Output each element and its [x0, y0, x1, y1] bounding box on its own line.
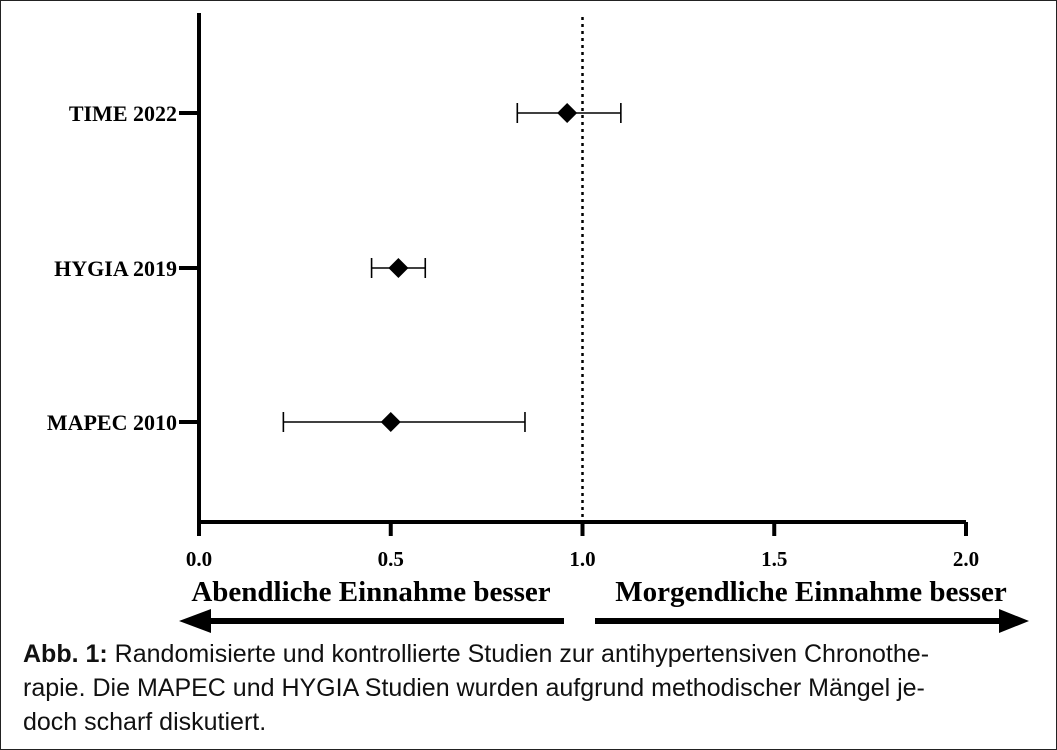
- direction-right-label: Morgendliche Einnahme besser: [615, 576, 1007, 608]
- caption-line-2: rapie. Die MAPEC und HYGIA Studien wurde…: [23, 674, 925, 702]
- study-label: HYGIA 2019: [54, 256, 177, 281]
- direction-left-label: Abendliche Einnahme besser: [191, 576, 550, 608]
- x-tick-label: 2.0: [953, 547, 979, 571]
- estimate-marker: [388, 258, 409, 278]
- estimate-marker: [380, 412, 401, 432]
- caption-lead: Abb. 1:: [23, 640, 108, 668]
- study-label: TIME 2022: [69, 101, 177, 126]
- x-tick-label: 0.0: [186, 547, 212, 571]
- direction-arrows: Abendliche Einnahme besser Morgendliche E…: [179, 576, 1029, 633]
- estimate-marker: [557, 103, 578, 123]
- x-tick-label: 0.5: [378, 547, 404, 571]
- x-tick-label: 1.0: [569, 547, 595, 571]
- caption-line-1: Randomisierte und kontrollierte Studien …: [114, 640, 930, 668]
- x-tick-label: 1.5: [761, 547, 787, 571]
- studies: TIME 2022 HYGIA 2019 MAPEC 2010: [47, 101, 622, 435]
- study-label: MAPEC 2010: [47, 410, 177, 435]
- caption-line-3: doch scharf diskutiert.: [23, 708, 267, 736]
- right-arrow-head: [999, 609, 1029, 633]
- left-arrow-head: [179, 609, 211, 633]
- axes: 0.0 0.5 1.0 1.5 2.0: [186, 13, 979, 571]
- figure-caption: Abb. 1: Randomisierte und kontrollierte …: [23, 637, 1035, 739]
- forest-plot: 0.0 0.5 1.0 1.5 2.0 TIME 2022 HYGIA 2019 MAPEC…: [47, 13, 1029, 633]
